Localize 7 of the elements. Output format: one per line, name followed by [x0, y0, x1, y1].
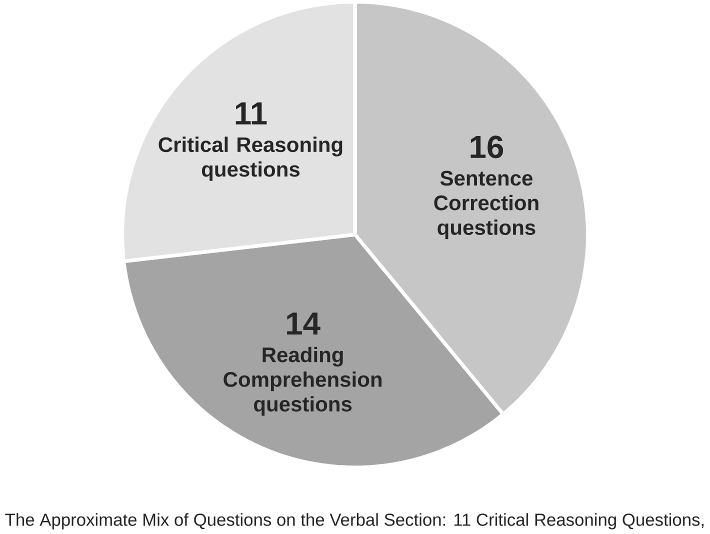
slice-label: Reading Comprehension questions	[224, 346, 382, 416]
data-label: 16	[470, 136, 504, 158]
slice-label: Sentence Correction questions	[434, 170, 538, 240]
slice-label: Critical Reasoning questions	[158, 136, 342, 181]
text: The Approximate Mix of Questions on the Verbal Section: 11 Critical Reasoning Questions,	[5, 513, 704, 530]
data-label: 11	[236, 102, 267, 124]
data-label: 14	[287, 312, 320, 334]
